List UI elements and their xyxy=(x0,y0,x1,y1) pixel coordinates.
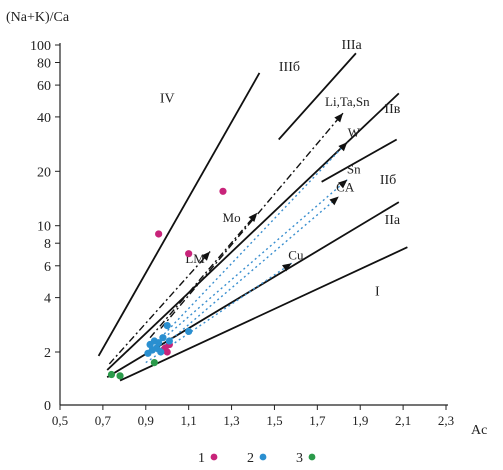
trend-label: Cu xyxy=(288,248,304,263)
trend-label: Li,Ta,Sn xyxy=(325,94,370,109)
x-tick-label: 1,7 xyxy=(309,413,326,428)
data-point xyxy=(163,348,171,356)
x-tick-label: 2,1 xyxy=(395,413,411,428)
data-point xyxy=(185,250,193,258)
field-label: IIIб xyxy=(279,60,300,75)
x-tick-label: 1,3 xyxy=(223,413,239,428)
trend-label: CA xyxy=(336,179,355,194)
boundary-line xyxy=(119,246,408,382)
field-label: IV xyxy=(160,92,175,107)
y-tick-label: 8 xyxy=(44,237,51,252)
trend-line xyxy=(156,196,340,353)
legend-marker xyxy=(210,453,218,461)
field-boundaries: IV IIIб IIIа IIв IIб IIа I xyxy=(97,38,408,382)
legend-marker xyxy=(308,453,316,461)
boundary-line xyxy=(106,92,400,371)
x-axis-title: Ac xyxy=(471,423,487,438)
y-tick-label: 6 xyxy=(44,260,51,275)
y-tick-label: 100 xyxy=(30,39,51,54)
x-tick-label: 0,7 xyxy=(95,413,112,428)
y-tick-label: 80 xyxy=(37,57,51,72)
data-point xyxy=(165,337,173,345)
trend-line xyxy=(160,141,348,339)
axes: 0,5 0,7 0,9 1,1 1,3 1,5 1,7 1,9 2,1 2,31008060402… xyxy=(30,39,454,428)
boundary-line xyxy=(321,138,398,183)
boundary-line xyxy=(97,72,261,357)
trend-label: Mo xyxy=(223,210,241,225)
data-point xyxy=(155,230,163,238)
data-point xyxy=(116,372,124,380)
x-tick-label: 2,3 xyxy=(438,413,454,428)
data-point xyxy=(155,339,163,347)
x-tick-label: 1,1 xyxy=(181,413,197,428)
legend-label: 3 xyxy=(296,451,303,466)
trend-arrowhead xyxy=(329,196,339,206)
y-tick-label: 0 xyxy=(44,399,51,414)
y-tick-label: 40 xyxy=(37,111,51,126)
data-points xyxy=(107,187,227,380)
field-label: I xyxy=(375,285,380,300)
data-point xyxy=(159,334,167,342)
legend-label: 1 xyxy=(198,451,205,466)
data-point xyxy=(157,348,165,356)
data-point xyxy=(163,321,171,330)
y-tick-label: 2 xyxy=(44,346,51,361)
field-label: IIб xyxy=(380,173,396,188)
data-point xyxy=(185,327,193,336)
y-tick-label: 20 xyxy=(37,165,51,180)
trend-label: Sn xyxy=(347,161,361,176)
data-point xyxy=(150,359,158,367)
trend-arrowhead xyxy=(334,113,344,123)
trend-arrowhead xyxy=(201,251,211,261)
field-label: IIв xyxy=(384,102,400,117)
legend: 1 2 3 xyxy=(198,451,316,466)
data-point xyxy=(107,370,116,379)
x-tick-label: 1,5 xyxy=(266,413,282,428)
legend-marker xyxy=(259,453,267,461)
y-tick-label: 60 xyxy=(37,79,51,94)
y-tick-label: 4 xyxy=(44,292,51,307)
trend-label: W xyxy=(348,125,361,140)
x-tick-label: 0,9 xyxy=(138,413,154,428)
trend-line xyxy=(160,112,344,329)
data-point xyxy=(219,187,227,195)
x-tick-label: 0,5 xyxy=(52,413,68,428)
trend-arrowhead xyxy=(248,212,258,223)
x-tick-label: 1,9 xyxy=(352,413,368,428)
trend-line xyxy=(108,251,211,365)
field-label: IIIа xyxy=(342,38,363,53)
trend-line xyxy=(149,212,258,339)
boundary-line xyxy=(278,52,357,141)
legend-label: 2 xyxy=(247,451,254,466)
y-tick-label: 10 xyxy=(37,220,51,235)
field-label: IIа xyxy=(385,213,401,228)
trend-line xyxy=(156,179,348,346)
trend-arrowhead xyxy=(338,142,348,152)
trend-arrowhead xyxy=(282,263,292,272)
y-axis-title: (Na+K)/Ca xyxy=(6,10,70,25)
trend-arrowhead xyxy=(338,179,348,189)
